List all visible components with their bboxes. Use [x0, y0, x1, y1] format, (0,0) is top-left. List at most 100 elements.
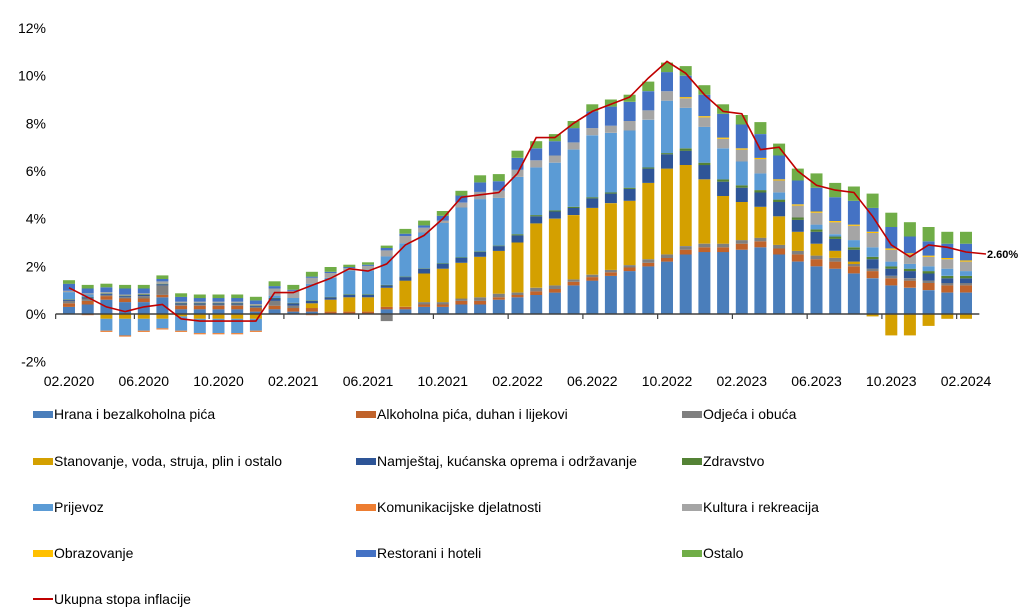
legend-swatch: [356, 503, 376, 511]
bar-segment: [642, 91, 655, 111]
legend-label: Zdravstvo: [703, 453, 765, 469]
bar-segment: [903, 314, 916, 336]
bar-segment: [941, 292, 954, 314]
bar-segment: [903, 278, 916, 281]
bar-segment: [604, 99, 617, 107]
bar-segment: [567, 142, 580, 150]
bar-segment: [511, 242, 524, 293]
legend-item-zdravstvo: Zdravstvo: [682, 453, 764, 469]
inflation-line: [68, 60, 987, 322]
bar-segment: [717, 181, 730, 196]
bar-segment: [922, 266, 935, 272]
bar-segment: [137, 318, 150, 331]
x-tick-label: 02.2020: [44, 373, 95, 389]
x-tick-label: 06.2022: [567, 373, 618, 389]
bar-segment: [642, 182, 655, 260]
bar-segment: [268, 305, 281, 310]
bar-segment: [231, 301, 244, 303]
bar-segment: [530, 215, 543, 217]
bar-segment: [530, 287, 543, 292]
end-value-label: 2.60%: [987, 249, 1018, 261]
bar-segment: [287, 302, 300, 304]
bar-segment: [474, 256, 487, 298]
bar-segment: [474, 252, 487, 257]
bar-segment: [866, 259, 879, 269]
bar-segment: [604, 272, 617, 276]
bar-segment: [773, 192, 786, 200]
bar-segment: [231, 333, 244, 335]
bar-segment: [810, 173, 823, 188]
bar-segment: [249, 318, 262, 331]
bar-segment: [530, 294, 543, 314]
bar-segment: [754, 206, 767, 238]
bar-segment: [287, 290, 300, 298]
bar-segment: [119, 298, 132, 303]
bar-segment: [586, 277, 599, 281]
bar-segment: [885, 248, 898, 250]
bar-segment: [623, 187, 636, 189]
legend-label: Stanovanje, voda, struja, plin i ostalo: [54, 453, 283, 469]
bar-segment: [418, 273, 431, 303]
bar-segment: [100, 296, 113, 300]
bar-segment: [698, 126, 711, 163]
bar-segment: [530, 216, 543, 224]
y-tick-label: -2%: [21, 354, 46, 370]
bar-segment: [604, 106, 617, 126]
bar-segment: [847, 266, 860, 274]
bar-segment: [474, 300, 487, 305]
bar-segment: [586, 135, 599, 198]
bar-segment: [492, 174, 505, 182]
bar-segment: [399, 228, 412, 234]
bar-segment: [941, 259, 954, 269]
bar-segment: [679, 148, 692, 151]
bar-segment: [903, 280, 916, 288]
bar-segment: [343, 297, 356, 312]
bar-segment: [287, 289, 300, 291]
bar-segment: [63, 292, 75, 300]
bar-segment: [305, 276, 318, 278]
x-tick-label: 10.2021: [417, 373, 468, 389]
bar-segment: [492, 181, 505, 191]
bar-segment: [249, 304, 262, 306]
bar-segment: [418, 227, 431, 233]
bar-segment: [623, 101, 636, 121]
bar-segment: [903, 271, 916, 279]
y-tick-label: 2%: [26, 258, 46, 274]
bar-segment: [436, 304, 449, 307]
y-tick-label: 8%: [26, 115, 46, 131]
legend-label: Hrana i bezalkoholna pića: [54, 406, 216, 422]
bar-segment: [922, 256, 935, 267]
bar-segment: [175, 303, 188, 305]
legend-item-prijevoz: Prijevoz: [33, 499, 104, 515]
bar-segment: [455, 262, 468, 299]
bar-segment: [324, 311, 337, 314]
bar-segment: [436, 302, 449, 305]
bar-segment: [418, 302, 431, 305]
bar-segment: [679, 66, 692, 76]
bar-segment: [866, 207, 879, 232]
x-tick-marks: [55, 314, 958, 319]
bar-segment: [343, 311, 356, 314]
y-tick-label: 0%: [26, 306, 46, 322]
bar-segment: [100, 283, 113, 288]
bar-segment: [511, 294, 524, 298]
bar-segment: [287, 308, 300, 312]
bar-segment: [100, 318, 113, 331]
bar-segment: [754, 134, 767, 158]
bar-segment: [604, 203, 617, 270]
bar-segment: [604, 125, 617, 133]
bar-segment: [212, 294, 225, 299]
bar-segment: [548, 141, 561, 156]
bar-segment: [773, 216, 786, 245]
bar-segment: [661, 154, 673, 169]
bar-segment: [175, 302, 188, 304]
bar-segment: [623, 121, 636, 131]
x-tick-label: 10.2022: [642, 373, 693, 389]
bar-segment: [567, 128, 580, 143]
bar-segment: [903, 222, 916, 237]
bar-segment: [548, 211, 561, 219]
bar-segment: [137, 293, 150, 295]
bar-segment: [156, 297, 169, 314]
bar-segment: [754, 241, 767, 248]
bar-segment: [156, 318, 169, 329]
